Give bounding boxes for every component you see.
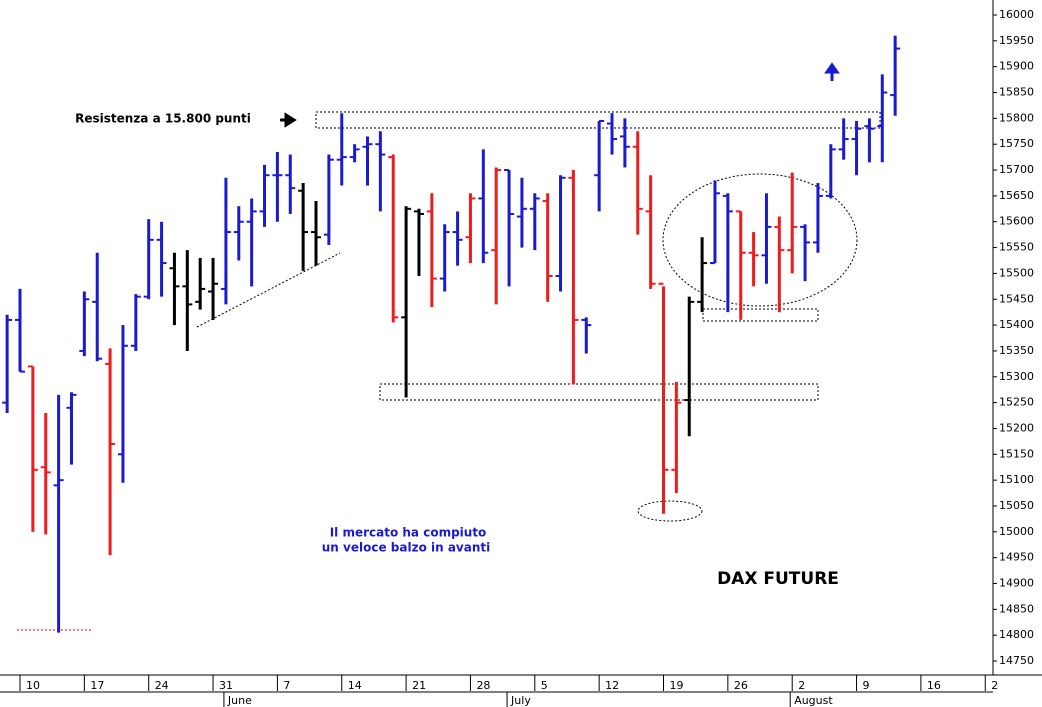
y-tick-label: 16000 — [999, 8, 1034, 21]
month-label: August — [794, 694, 833, 707]
y-tick-label: 15350 — [999, 344, 1034, 357]
y-tick-label: 15700 — [999, 163, 1034, 176]
y-tick-label: 15800 — [999, 111, 1034, 124]
y-tick-label: 15450 — [999, 292, 1034, 305]
y-tick-label: 15400 — [999, 318, 1034, 331]
annotation: un veloce balzo in avanti — [322, 541, 490, 555]
arrow — [280, 112, 297, 128]
arrow — [824, 62, 840, 81]
y-tick-label: 15150 — [999, 447, 1034, 460]
x-tick-label: 16 — [927, 679, 941, 692]
x-tick-label: 31 — [219, 679, 233, 692]
highlight-ellipse — [662, 173, 858, 307]
y-tick-label: 15200 — [999, 421, 1034, 434]
x-tick-label: 28 — [476, 679, 490, 692]
y-tick-label: 15300 — [999, 370, 1034, 383]
x-tick-label: 5 — [541, 679, 548, 692]
x-tick-label: 26 — [734, 679, 748, 692]
y-tick-label: 14900 — [999, 577, 1034, 590]
x-tick-label: 24 — [155, 679, 169, 692]
support-box — [702, 308, 819, 322]
month-label: July — [510, 694, 531, 707]
y-tick-label: 14950 — [999, 551, 1034, 564]
support-box — [379, 383, 819, 401]
y-tick-label: 15250 — [999, 396, 1034, 409]
x-tick-label: 19 — [670, 679, 684, 692]
trend-line — [196, 252, 341, 328]
y-tick-label: 15850 — [999, 86, 1034, 99]
x-tick-label: 21 — [412, 679, 426, 692]
y-tick-label: 15000 — [999, 525, 1034, 538]
y-tick-label: 14750 — [999, 654, 1034, 667]
y-tick-label: 15750 — [999, 137, 1034, 150]
x-tick-label: 14 — [348, 679, 362, 692]
y-tick-label: 15950 — [999, 34, 1034, 47]
y-tick-label: 15500 — [999, 266, 1034, 279]
x-tick-label: 7 — [283, 679, 290, 692]
y-tick-label: 15100 — [999, 473, 1034, 486]
x-tick-label: 12 — [605, 679, 619, 692]
y-tick-label: 15550 — [999, 241, 1034, 254]
chart-title: DAX FUTURE — [717, 569, 839, 589]
y-tick-label: 15600 — [999, 215, 1034, 228]
x-tick-label: 9 — [863, 679, 870, 692]
y-tick-label: 15900 — [999, 60, 1034, 73]
y-tick-label: 14850 — [999, 602, 1034, 615]
annotation: Il mercato ha compiuto — [330, 526, 487, 540]
y-tick-label: 14800 — [999, 628, 1034, 641]
x-tick-label: 17 — [90, 679, 104, 692]
x-tick-label: 10 — [26, 679, 40, 692]
x-tick-label: 2 — [798, 679, 805, 692]
y-tick-label: 15650 — [999, 189, 1034, 202]
annotation: Resistenza a 15.800 punti — [75, 112, 251, 126]
y-tick-label: 15050 — [999, 499, 1034, 512]
month-label: June — [227, 694, 252, 707]
highlight-ellipse — [637, 500, 703, 522]
x-tick-label: 2 — [991, 679, 998, 692]
